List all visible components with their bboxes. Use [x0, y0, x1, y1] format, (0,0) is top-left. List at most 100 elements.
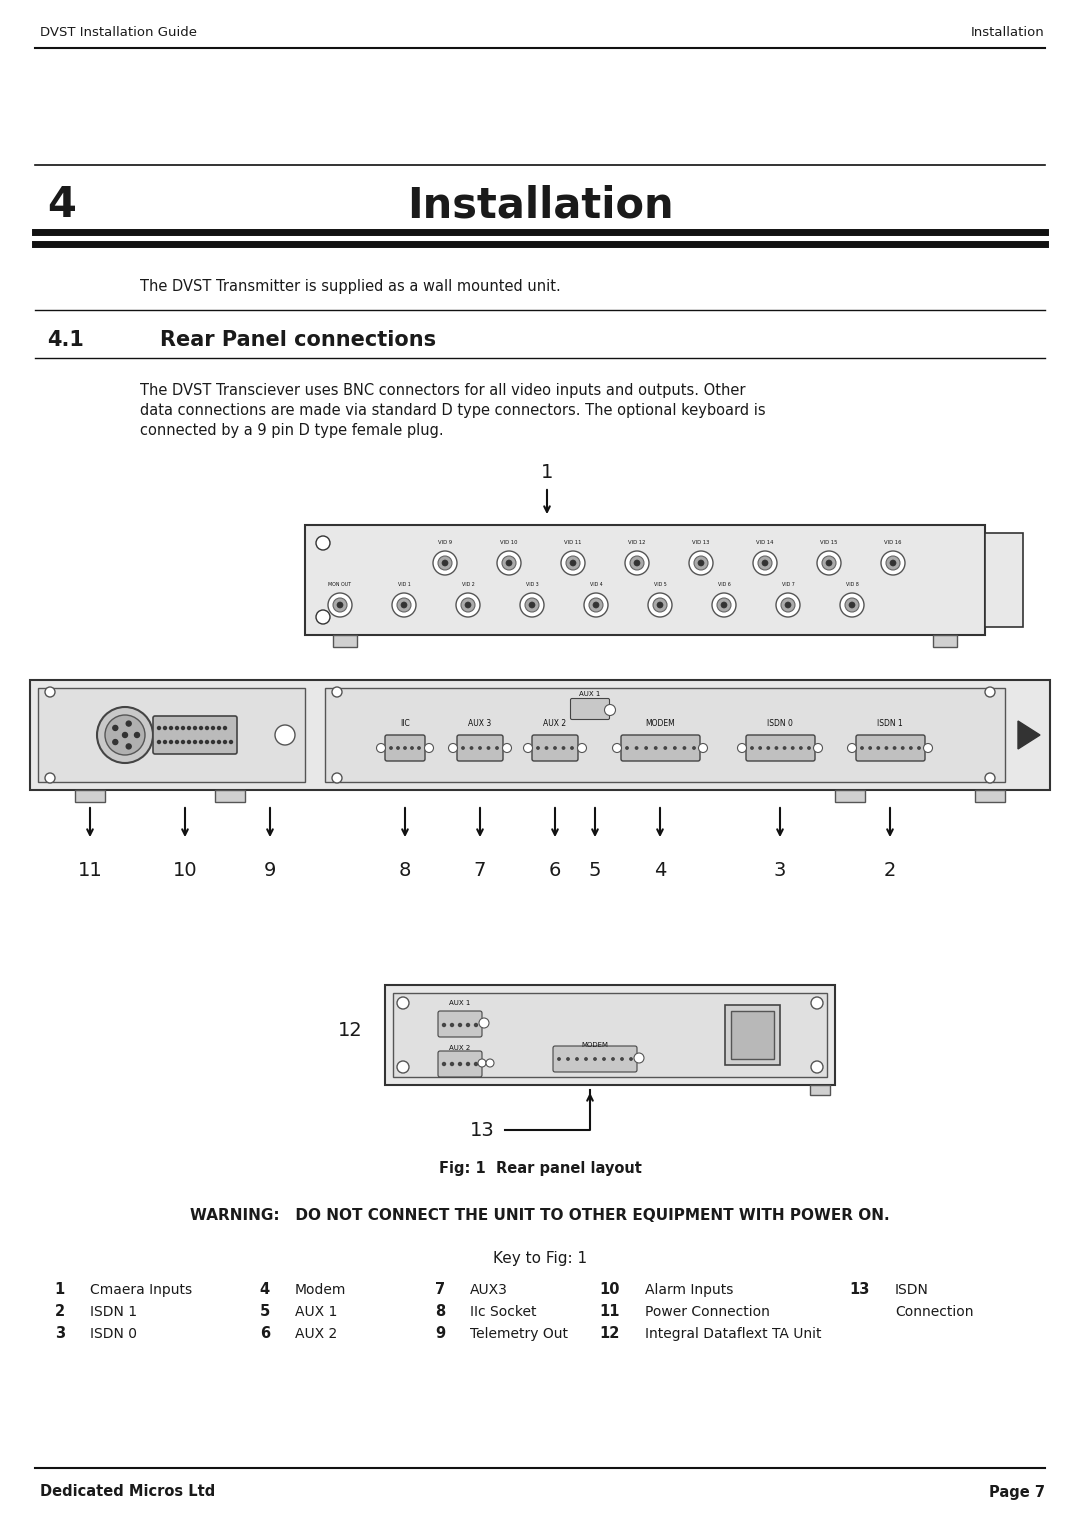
FancyBboxPatch shape [438, 1051, 482, 1077]
Circle shape [456, 593, 480, 617]
Bar [215, 790, 245, 802]
Circle shape [459, 1024, 461, 1027]
Circle shape [557, 1057, 561, 1060]
Circle shape [554, 747, 556, 749]
Circle shape [205, 726, 208, 729]
Circle shape [923, 744, 932, 752]
Circle shape [758, 556, 772, 570]
Circle shape [845, 597, 859, 613]
Circle shape [462, 747, 464, 749]
Text: MON OUT: MON OUT [328, 582, 351, 587]
Circle shape [694, 556, 708, 570]
Circle shape [507, 559, 512, 565]
Text: VID 7: VID 7 [782, 582, 795, 587]
Circle shape [442, 559, 448, 565]
Circle shape [751, 747, 753, 749]
Circle shape [759, 747, 761, 749]
Text: The DVST Transciever uses BNC connectors for all video inputs and outputs. Other: The DVST Transciever uses BNC connectors… [140, 382, 745, 397]
Text: ISDN: ISDN [895, 1284, 929, 1297]
Text: AUX 2: AUX 2 [543, 720, 567, 729]
Circle shape [985, 688, 995, 697]
Circle shape [332, 688, 342, 697]
Circle shape [332, 773, 342, 782]
Text: IIc Socket: IIc Socket [470, 1305, 537, 1319]
Text: 11: 11 [599, 1305, 620, 1320]
Text: AUX 1: AUX 1 [295, 1305, 337, 1319]
FancyBboxPatch shape [438, 1012, 482, 1038]
Text: VID 2: VID 2 [461, 582, 474, 587]
Circle shape [813, 744, 823, 752]
Circle shape [502, 556, 516, 570]
Circle shape [738, 744, 746, 752]
Circle shape [418, 747, 420, 749]
Circle shape [698, 559, 704, 565]
Circle shape [337, 602, 343, 608]
Circle shape [217, 741, 220, 744]
Circle shape [45, 688, 55, 697]
Text: VID 9: VID 9 [437, 541, 453, 545]
Text: 3: 3 [55, 1326, 65, 1342]
Text: 11: 11 [78, 860, 103, 880]
Text: Alarm Inputs: Alarm Inputs [645, 1284, 733, 1297]
Text: MODEM: MODEM [645, 720, 675, 729]
Text: VID 14: VID 14 [756, 541, 773, 545]
Circle shape [849, 602, 855, 608]
Text: Telemetry Out: Telemetry Out [470, 1326, 568, 1342]
Text: VID 1: VID 1 [397, 582, 410, 587]
Circle shape [886, 556, 900, 570]
Text: 10: 10 [599, 1282, 620, 1297]
Circle shape [877, 747, 879, 749]
Circle shape [97, 707, 153, 762]
Circle shape [699, 744, 707, 752]
Circle shape [487, 747, 489, 749]
Circle shape [122, 732, 127, 738]
FancyBboxPatch shape [746, 735, 815, 761]
FancyBboxPatch shape [621, 735, 700, 761]
Circle shape [316, 610, 330, 623]
Circle shape [811, 1060, 823, 1073]
Text: AUX 1: AUX 1 [449, 999, 471, 1005]
Text: 1: 1 [55, 1282, 65, 1297]
Circle shape [397, 996, 409, 1008]
Circle shape [333, 597, 347, 613]
Circle shape [584, 1057, 588, 1060]
Text: 5: 5 [589, 860, 602, 880]
Bar [325, 688, 1005, 782]
Circle shape [170, 726, 173, 729]
Text: VID 4: VID 4 [590, 582, 603, 587]
Circle shape [480, 1018, 489, 1028]
Text: MODEM: MODEM [581, 1042, 608, 1048]
Text: ISDN 1: ISDN 1 [877, 720, 903, 729]
Circle shape [545, 747, 548, 749]
Circle shape [767, 747, 769, 749]
Circle shape [918, 747, 920, 749]
Circle shape [450, 1062, 454, 1065]
Circle shape [377, 744, 386, 752]
Circle shape [181, 741, 185, 744]
Circle shape [634, 559, 640, 565]
Circle shape [175, 726, 178, 729]
Circle shape [424, 744, 433, 752]
Text: 8: 8 [435, 1305, 445, 1320]
Text: Connection: Connection [895, 1305, 973, 1319]
Text: AUX 2: AUX 2 [449, 1045, 471, 1051]
Circle shape [188, 741, 190, 744]
Text: Dedicated Micros Ltd: Dedicated Micros Ltd [40, 1485, 215, 1499]
Text: ISDN 0: ISDN 0 [767, 720, 793, 729]
Circle shape [566, 556, 580, 570]
Text: 8: 8 [399, 860, 411, 880]
Text: Rear Panel connections: Rear Panel connections [160, 330, 436, 350]
Circle shape [519, 593, 544, 617]
Bar [985, 533, 1023, 626]
Circle shape [200, 741, 203, 744]
Circle shape [275, 724, 295, 746]
FancyBboxPatch shape [532, 735, 578, 761]
Circle shape [486, 1059, 494, 1067]
Circle shape [621, 1057, 623, 1060]
FancyBboxPatch shape [384, 735, 426, 761]
Circle shape [777, 593, 800, 617]
Circle shape [163, 726, 166, 729]
Circle shape [578, 744, 586, 752]
Circle shape [478, 1059, 486, 1067]
Text: Page 7: Page 7 [989, 1485, 1045, 1499]
